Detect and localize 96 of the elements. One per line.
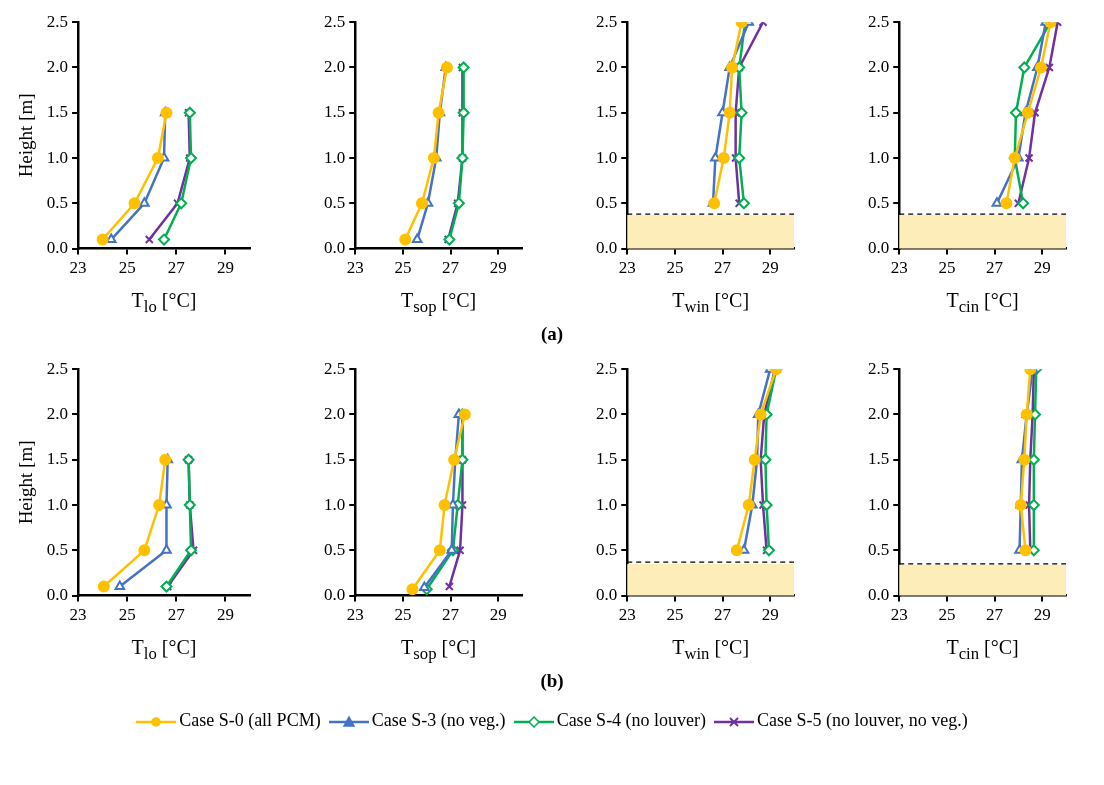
y-tick-label: 1.5 xyxy=(324,102,346,122)
y-tick-label: 1.5 xyxy=(324,449,346,469)
y-tick-label: 1.0 xyxy=(324,494,346,514)
x-tick-label: 23 xyxy=(346,605,364,625)
legend-label: Case S-3 (no veg.) xyxy=(370,710,506,731)
x-tick-label: 29 xyxy=(216,258,234,278)
x-tick-label: 25 xyxy=(394,605,412,625)
y-axis-title: Height [m] xyxy=(15,440,37,525)
y-tick-label: 0.0 xyxy=(324,585,346,605)
y-tick-label: 1.0 xyxy=(868,147,890,167)
x-tick-label: 23 xyxy=(618,258,636,278)
y-tick-label: 0.0 xyxy=(868,238,890,258)
y-tick-label: 2.5 xyxy=(324,358,346,378)
x-tick-label: 23 xyxy=(890,605,908,625)
x-tick-label: 29 xyxy=(216,605,234,625)
y-tick-label: 1.5 xyxy=(868,449,890,469)
y-tick-label: 0.5 xyxy=(46,539,69,559)
x-tick-label: 25 xyxy=(666,605,684,625)
x-tick-label: 27 xyxy=(986,605,1004,625)
text: (b) xyxy=(540,670,564,691)
legend-label: Case S-0 (all PCM) xyxy=(178,710,321,731)
y-tick-label: 1.0 xyxy=(324,147,346,167)
y-tick-label: 2.0 xyxy=(596,403,618,423)
x-axis-title: T$_{lo}$ [°C] xyxy=(130,636,198,664)
x-tick-label: 23 xyxy=(69,605,87,625)
y-tick-label: 2.5 xyxy=(46,358,69,378)
y-tick-label: 1.0 xyxy=(596,147,618,167)
x-tick-label: 29 xyxy=(489,258,507,278)
y-tick-label: 2.0 xyxy=(868,403,890,423)
y-tick-label: 2.0 xyxy=(324,56,346,76)
y-tick-label: 0.0 xyxy=(596,238,618,258)
y-tick-label: 2.0 xyxy=(868,56,890,76)
x-tick-label: 25 xyxy=(118,258,136,278)
y-tick-label: 0.0 xyxy=(46,238,69,258)
y-tick-label: 1.5 xyxy=(596,449,618,469)
legend-label: Case S-5 (no louver, no veg.) xyxy=(756,710,968,731)
x-axis-title: T$_{lo}$ [°C] xyxy=(130,289,198,317)
x-tick-label: 27 xyxy=(442,605,460,625)
y-tick-label: 2.0 xyxy=(46,56,69,76)
y-tick-label: 1.5 xyxy=(596,102,618,122)
x-tick-label: 25 xyxy=(394,258,412,278)
y-tick-label: 2.0 xyxy=(46,403,69,423)
x-axis-title: T$_{sop}$ [°C] xyxy=(400,289,478,317)
y-tick-label: 0.0 xyxy=(46,585,69,605)
y-tick-label: 0.0 xyxy=(596,585,618,605)
y-axis-title: Height [m] xyxy=(15,93,37,178)
x-axis-title: T$_{cin}$ [°C] xyxy=(945,289,1020,317)
y-tick-label: 0.5 xyxy=(596,539,618,559)
y-tick-label: 0.5 xyxy=(324,192,346,212)
text: (a) xyxy=(540,323,564,344)
x-tick-label: 25 xyxy=(938,605,956,625)
legend-label: Case S-4 (no louver) xyxy=(555,710,707,731)
y-tick-label: 1.5 xyxy=(46,449,69,469)
x-axis-title: T$_{sop}$ [°C] xyxy=(400,636,478,664)
x-axis-title: T$_{cin}$ [°C] xyxy=(945,636,1020,664)
y-tick-label: 0.5 xyxy=(324,539,346,559)
y-tick-label: 2.5 xyxy=(596,11,618,31)
x-tick-label: 25 xyxy=(938,258,956,278)
y-tick-label: 2.0 xyxy=(324,403,346,423)
y-tick-label: 2.5 xyxy=(596,358,618,378)
y-tick-label: 0.5 xyxy=(868,539,890,559)
x-axis-title: T$_{win}$ [°C] xyxy=(671,289,751,317)
y-tick-label: 0.0 xyxy=(324,238,346,258)
x-tick-label: 29 xyxy=(761,605,779,625)
y-tick-label: 2.0 xyxy=(596,56,618,76)
x-tick-label: 23 xyxy=(618,605,636,625)
y-tick-label: 2.5 xyxy=(868,358,890,378)
x-tick-label: 27 xyxy=(714,258,732,278)
x-tick-label: 29 xyxy=(1033,258,1051,278)
x-tick-label: 25 xyxy=(118,605,136,625)
y-tick-label: 2.5 xyxy=(324,11,346,31)
x-tick-label: 27 xyxy=(167,258,186,278)
y-tick-label: 1.0 xyxy=(868,494,890,514)
y-tick-label: 0.5 xyxy=(46,192,69,212)
y-tick-label: 2.5 xyxy=(46,11,69,31)
y-tick-label: 2.5 xyxy=(868,11,890,31)
x-tick-label: 23 xyxy=(69,258,87,278)
x-tick-label: 29 xyxy=(1033,605,1051,625)
x-tick-label: 27 xyxy=(714,605,732,625)
x-tick-label: 29 xyxy=(761,258,779,278)
y-tick-label: 0.0 xyxy=(868,585,890,605)
y-tick-label: 1.5 xyxy=(46,102,69,122)
x-tick-label: 23 xyxy=(346,258,364,278)
x-axis-title: T$_{win}$ [°C] xyxy=(671,636,751,664)
y-tick-label: 1.0 xyxy=(46,494,69,514)
y-tick-label: 0.5 xyxy=(596,192,618,212)
x-tick-label: 27 xyxy=(167,605,186,625)
y-tick-label: 0.5 xyxy=(868,192,890,212)
x-tick-label: 29 xyxy=(489,605,507,625)
x-tick-label: 27 xyxy=(442,258,460,278)
y-tick-label: 1.5 xyxy=(868,102,890,122)
x-tick-label: 25 xyxy=(666,258,684,278)
x-tick-label: 27 xyxy=(986,258,1004,278)
y-tick-label: 1.0 xyxy=(596,494,618,514)
y-tick-label: 1.0 xyxy=(46,147,69,167)
x-tick-label: 23 xyxy=(890,258,908,278)
